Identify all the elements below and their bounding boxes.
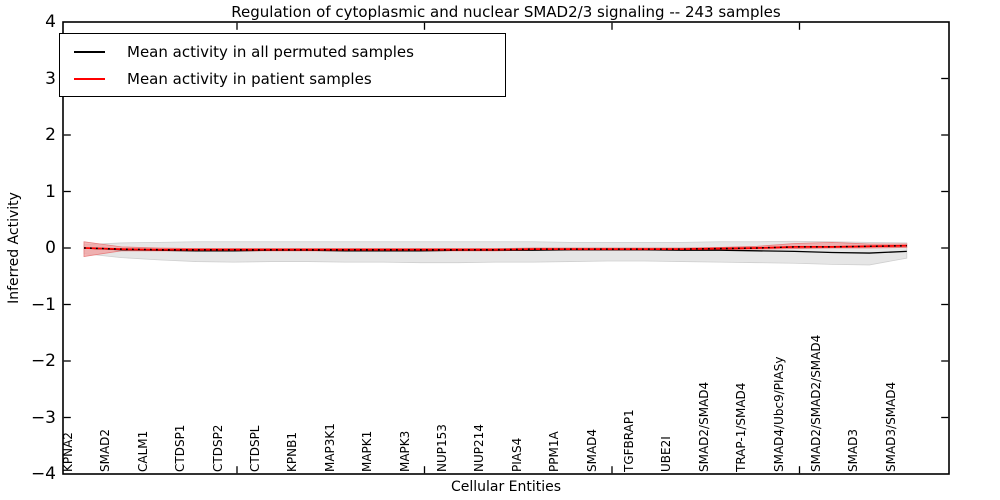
x-tick-label: SMAD3/SMAD4 — [883, 381, 898, 472]
x-tick-label: KPNA2 — [61, 432, 75, 472]
x-tick-label: PIAS4 — [509, 437, 524, 472]
x-tick-label: MAPK1 — [360, 430, 375, 472]
patient-mean-dash-overlay — [83, 244, 907, 251]
x-tick-label: SMAD4 — [584, 428, 599, 472]
y-tick-label: −3 — [30, 407, 56, 428]
axes-frame — [62, 21, 950, 475]
x-tick-label: TRAP-1/SMAD4 — [734, 382, 749, 472]
x-tick-label: SMAD2/SMAD2/SMAD4 — [809, 334, 823, 472]
chart-title: Regulation of cytoplasmic and nuclear SM… — [231, 3, 781, 21]
legend-line-sample-icon — [74, 77, 105, 80]
y-tick-label: 1 — [45, 181, 56, 202]
y-tick-label: 0 — [45, 238, 56, 258]
y-tick-label: 2 — [45, 125, 56, 145]
x-tick-label: TGFBRAP1 — [622, 409, 636, 472]
x-tick-label: CTDSP1 — [173, 424, 188, 472]
x-tick-label: CALM1 — [135, 430, 150, 472]
y-tick-label: 4 — [45, 12, 56, 32]
legend: Mean activity in all permuted samples Mea… — [59, 33, 506, 97]
legend-label: Mean activity in patient samples — [127, 69, 372, 88]
x-tick-label: SMAD4/Ubc9/PIASy — [771, 356, 786, 472]
x-tick-label: CTDSPL — [248, 425, 262, 473]
y-tick-label: −1 — [30, 294, 56, 315]
x-tick-label: NUP214 — [472, 424, 487, 472]
x-tick-label: NUP153 — [435, 424, 449, 472]
x-tick-label: MAP3K1 — [322, 423, 337, 472]
legend-item: Mean activity in all permuted samples — [60, 43, 505, 61]
x-tick-label: SMAD2/SMAD4 — [696, 381, 711, 472]
x-tick-label: SMAD3 — [846, 428, 861, 472]
permuted-samples-range-band — [83, 240, 908, 266]
legend-line-sample-icon — [74, 50, 105, 53]
x-tick-label: MAPK3 — [397, 430, 412, 472]
x-tick-label: UBE2I — [659, 436, 674, 472]
x-tick-label: SMAD2 — [98, 428, 113, 472]
y-tick-label: −2 — [30, 351, 56, 371]
legend-item: Mean activity in patient samples — [60, 70, 505, 88]
x-tick-label: KPNB1 — [285, 432, 300, 472]
y-tick-label: 3 — [45, 68, 56, 89]
x-axis-label: Cellular Entities — [450, 479, 562, 495]
y-tick-label: −4 — [30, 464, 56, 484]
x-tick-label: PPM1A — [547, 431, 562, 472]
x-tick-label: CTDSP2 — [210, 424, 225, 472]
legend-label: Mean activity in all permuted samples — [127, 42, 414, 61]
